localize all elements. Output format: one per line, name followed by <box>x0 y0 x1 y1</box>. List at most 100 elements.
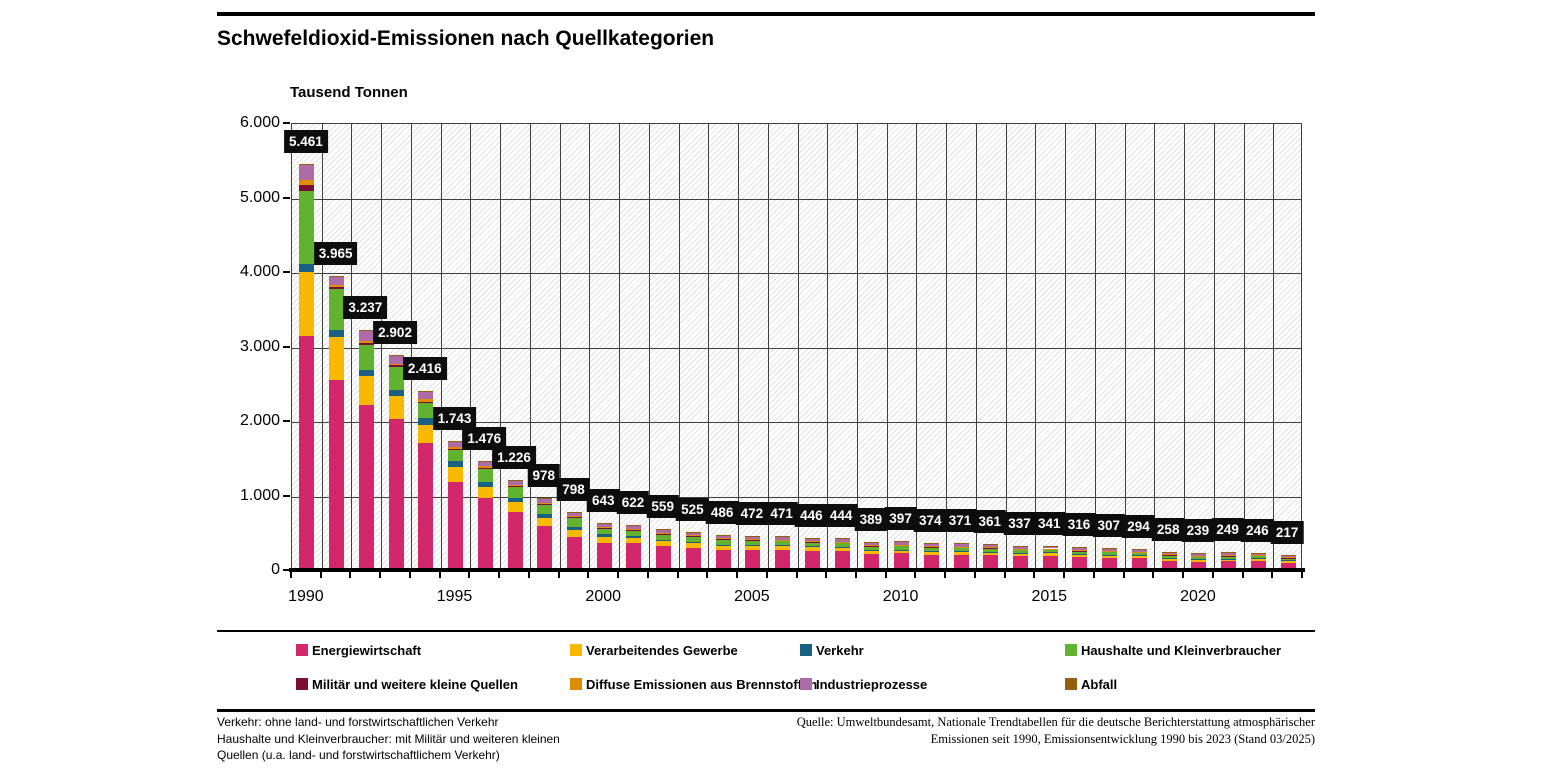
bar-segment-verkehr-1997 <box>507 497 523 503</box>
bar-segment-energiewirtschaft-2023 <box>1280 562 1296 571</box>
bar-segment-militär-1998 <box>537 503 553 505</box>
bar-segment-abfall-1996 <box>477 461 493 463</box>
bar-segment-industrieprozesse-2005 <box>745 536 761 540</box>
bar-segment-haushalte-1990 <box>299 190 315 265</box>
bar-value-label: 239 <box>1181 519 1215 543</box>
x-axis-tick <box>1092 572 1095 578</box>
x-axis-tick <box>1211 572 1214 578</box>
bar-segment-verarbeitendes-2022 <box>1250 558 1266 561</box>
x-axis-tick <box>617 572 620 578</box>
source-line: Quelle: Umweltbundesamt, Nationale Trend… <box>796 715 1315 729</box>
bar-segment-energiewirtschaft-2013 <box>983 554 999 571</box>
bar-segment-abfall-2004 <box>715 534 731 536</box>
bar-segment-militär-2017 <box>1102 551 1118 553</box>
bar-segment-abfall-1992 <box>358 329 374 331</box>
bar-segment-energiewirtschaft-2004 <box>715 549 731 571</box>
bar-segment-abfall-2006 <box>775 535 791 537</box>
bar-segment-militär-1999 <box>566 517 582 519</box>
bar-value-label: 3.237 <box>343 295 388 319</box>
bar-value-label: 486 <box>705 500 739 524</box>
bar-segment-verkehr-2010 <box>894 549 910 551</box>
bar-segment-energiewirtschaft-2020 <box>1191 562 1207 571</box>
gridline-vertical <box>1005 124 1007 569</box>
bar-segment-haushalte-2015 <box>1042 549 1058 553</box>
x-axis-tick <box>438 572 441 578</box>
bar-value-label: 249 <box>1211 518 1244 542</box>
bar-segment-verarbeitendes-2009 <box>864 550 880 554</box>
bar-segment-industrieprozesse-2000 <box>596 523 612 528</box>
bar-segment-abfall-1995 <box>448 441 464 443</box>
bar-segment-industrieprozesse-1997 <box>507 479 523 485</box>
bar-segment-abfall-2019 <box>1161 551 1177 553</box>
bar-segment-militär-2016 <box>1072 550 1088 552</box>
bar-segment-abfall-2007 <box>804 537 820 539</box>
footnote-line: Haushalte und Kleinverbraucher: mit Mili… <box>217 731 560 746</box>
gridline-vertical <box>1243 124 1245 569</box>
bar-segment-diffuse-1996 <box>477 466 493 468</box>
x-axis-tick <box>319 572 322 578</box>
bar-value-label: 397 <box>884 507 917 531</box>
x-axis-tick <box>379 572 382 578</box>
bar-segment-abfall-2005 <box>745 535 761 537</box>
gridline-vertical <box>470 124 472 569</box>
x-axis-tick <box>646 572 649 578</box>
bar-segment-verkehr-2014 <box>1013 552 1028 554</box>
bar-segment-verkehr-2019 <box>1161 557 1177 559</box>
bar-segment-abfall-2021 <box>1221 552 1237 554</box>
bar-segment-energiewirtschaft-2012 <box>953 554 969 571</box>
gridline-vertical <box>559 124 561 569</box>
gridline-vertical <box>1124 124 1126 569</box>
bar-value-label: 371 <box>943 509 977 533</box>
bar-segment-haushalte-2014 <box>1013 549 1028 553</box>
bar-segment-energiewirtschaft-2014 <box>1013 556 1028 571</box>
bar-segment-industrieprozesse-1991 <box>329 275 345 285</box>
bar-segment-verkehr-2005 <box>745 545 761 547</box>
bar-segment-militär-1997 <box>507 485 523 487</box>
bar-segment-abfall-1991 <box>329 275 345 277</box>
bar-segment-haushalte-2012 <box>953 547 969 552</box>
bar-segment-industrieprozesse-1996 <box>477 461 493 467</box>
bar-segment-verarbeitendes-2012 <box>953 551 969 555</box>
bar-value-label: 1.743 <box>432 407 477 431</box>
bar-segment-verkehr-2004 <box>715 544 731 546</box>
x-axis-label: 2010 <box>882 588 919 605</box>
bar-segment-verkehr-2006 <box>775 545 791 547</box>
bar-segment-verarbeitendes-2015 <box>1042 552 1058 556</box>
bar-segment-energiewirtschaft-1998 <box>537 526 553 571</box>
bar-segment-energiewirtschaft-1999 <box>566 536 582 571</box>
y-axis-label: 4.000 <box>239 263 280 280</box>
bar-segment-militär-2009 <box>864 545 880 547</box>
bar-segment-abfall-2014 <box>1013 545 1028 547</box>
bar-segment-abfall-2022 <box>1250 552 1266 554</box>
bar-segment-verkehr-1993 <box>388 389 404 397</box>
bar-segment-verkehr-1990 <box>299 264 315 272</box>
bar-segment-haushalte-2021 <box>1221 555 1237 559</box>
top-rule <box>217 12 1315 16</box>
bar-value-label: 643 <box>586 489 620 513</box>
bar-segment-diffuse-2019 <box>1161 554 1177 556</box>
bar-segment-abfall-2010 <box>894 541 910 543</box>
bar-segment-energiewirtschaft-2009 <box>864 553 880 571</box>
bar-segment-diffuse-2013 <box>983 547 999 549</box>
legend-swatch <box>800 678 812 690</box>
legend-label: Haushalte und Kleinverbraucher <box>1081 643 1282 658</box>
x-axis-tick <box>1063 572 1066 578</box>
bar-segment-energiewirtschaft-1994 <box>418 443 434 571</box>
y-axis-tick <box>283 494 290 497</box>
bar-value-label: 361 <box>973 510 1007 534</box>
bar-segment-haushalte-2000 <box>596 528 612 535</box>
bar-segment-verarbeitendes-2013 <box>983 551 999 555</box>
bar-value-label: 217 <box>1270 520 1304 544</box>
bar-value-label: 389 <box>854 508 888 532</box>
bar-segment-verkehr-2012 <box>953 551 969 553</box>
legend-item-verarbeitendes-gewerbe: Verarbeitendes Gewerbe <box>570 643 738 658</box>
bar-segment-industrieprozesse-2002 <box>656 529 672 533</box>
legend-swatch <box>296 644 308 656</box>
bar-segment-militär-2001 <box>626 529 642 531</box>
bar-segment-verkehr-2018 <box>1131 555 1147 557</box>
bar-segment-haushalte-2008 <box>834 542 850 547</box>
bar-segment-diffuse-2020 <box>1191 555 1207 557</box>
legend-divider-rule <box>217 630 1315 632</box>
bar-segment-diffuse-2012 <box>953 546 969 548</box>
